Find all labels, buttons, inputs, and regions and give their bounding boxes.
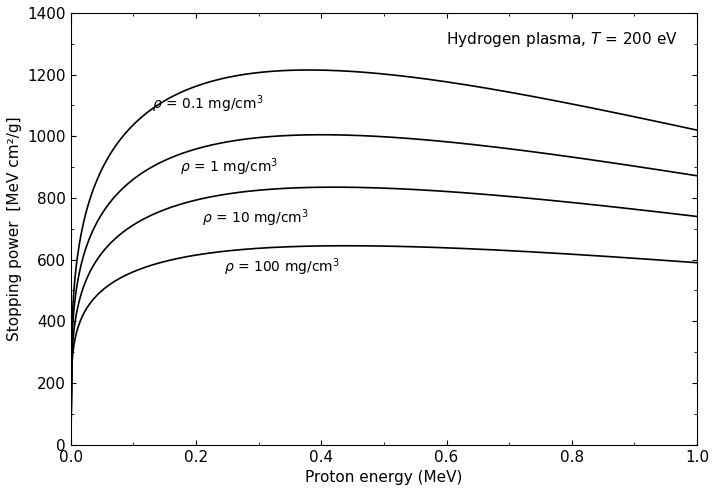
Text: $\rho$ = 1 mg/cm$^3$: $\rho$ = 1 mg/cm$^3$ xyxy=(180,156,279,178)
Text: $\rho$ = 10 mg/cm$^3$: $\rho$ = 10 mg/cm$^3$ xyxy=(203,207,309,229)
Text: $\rho$ = 100 mg/cm$^3$: $\rho$ = 100 mg/cm$^3$ xyxy=(224,256,340,277)
Text: $\rho$ = 0.1 mg/cm$^3$: $\rho$ = 0.1 mg/cm$^3$ xyxy=(153,93,263,115)
Text: Hydrogen plasma, $T$ = 200 eV: Hydrogen plasma, $T$ = 200 eV xyxy=(446,30,678,49)
X-axis label: Proton energy (MeV): Proton energy (MeV) xyxy=(305,470,463,485)
Y-axis label: Stopping power  [MeV cm²/g]: Stopping power [MeV cm²/g] xyxy=(7,117,22,341)
